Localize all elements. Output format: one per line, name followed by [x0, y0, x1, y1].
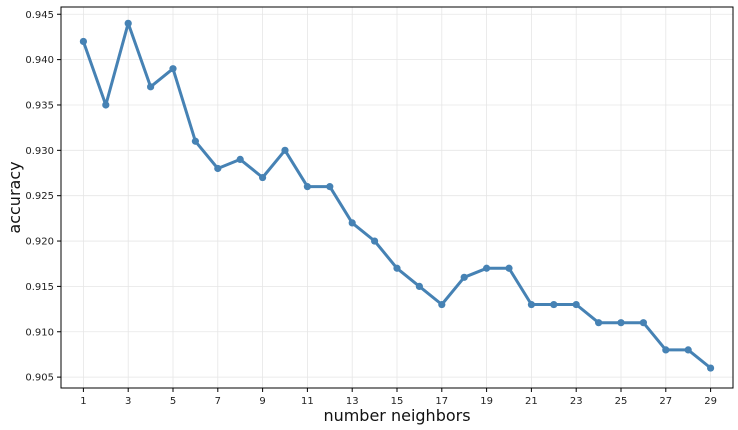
- y-tick-label: 0.935: [25, 100, 54, 111]
- y-tick-label: 0.915: [25, 282, 54, 293]
- data-point: [617, 319, 625, 327]
- x-tick-label: 25: [615, 396, 628, 407]
- data-point: [147, 83, 155, 91]
- x-tick-label: 11: [301, 396, 314, 407]
- data-point: [326, 183, 334, 191]
- data-point: [214, 164, 222, 173]
- data-point: [415, 282, 423, 290]
- data-point: [124, 19, 132, 27]
- x-tick-label: 9: [259, 396, 265, 407]
- data-point: [550, 300, 558, 309]
- y-tick-label: 0.920: [25, 237, 54, 248]
- data-point: [259, 173, 267, 182]
- data-point: [460, 273, 468, 281]
- y-axis-label: accuracy: [5, 161, 24, 233]
- data-point: [662, 346, 670, 354]
- data-point: [707, 364, 715, 372]
- data-point: [348, 219, 356, 227]
- x-tick-label: 29: [704, 396, 717, 407]
- data-point: [393, 264, 401, 272]
- data-point: [639, 319, 648, 327]
- x-tick-label: 3: [125, 396, 131, 407]
- x-tick-label: 19: [480, 396, 493, 407]
- x-tick-label: 17: [435, 396, 448, 407]
- x-tick-label: 7: [215, 396, 221, 407]
- data-point: [236, 155, 244, 163]
- data-point: [572, 300, 580, 309]
- data-point: [527, 300, 536, 309]
- y-tick-label: 0.910: [25, 327, 54, 338]
- y-axis-ticks: 0.905 0.910 0.915 0.920 0.925 0.930 0.935 0.940…: [25, 10, 61, 384]
- data-point: [79, 37, 87, 46]
- data-point: [191, 137, 199, 145]
- y-tick-label: 0.905: [25, 373, 54, 384]
- x-tick-label: 1: [80, 396, 86, 407]
- x-axis-ticks: 1 3 5 7 9 11 13 15 17 19 21 23 25 27 29: [80, 388, 717, 407]
- x-tick-label: 13: [346, 396, 359, 407]
- data-point: [281, 146, 289, 154]
- x-tick-label: 23: [570, 396, 583, 407]
- data-point: [505, 264, 513, 272]
- gridlines: [61, 7, 733, 388]
- x-tick-label: 15: [391, 396, 404, 407]
- y-tick-label: 0.945: [25, 10, 54, 21]
- x-tick-label: 5: [170, 396, 176, 407]
- x-axis-label: number neighbors: [323, 406, 470, 425]
- data-point: [371, 237, 379, 245]
- data-point: [483, 264, 491, 272]
- data-point: [102, 101, 110, 109]
- data-point: [303, 183, 311, 191]
- data-point: [169, 65, 177, 73]
- data-point: [595, 319, 603, 327]
- y-tick-label: 0.940: [25, 55, 54, 66]
- y-tick-label: 0.930: [25, 146, 54, 157]
- x-tick-label: 21: [525, 396, 538, 407]
- series-accuracy: [79, 19, 715, 372]
- y-tick-label: 0.925: [25, 191, 54, 202]
- data-point: [684, 346, 692, 354]
- data-point: [438, 300, 446, 309]
- x-tick-label: 27: [659, 396, 672, 407]
